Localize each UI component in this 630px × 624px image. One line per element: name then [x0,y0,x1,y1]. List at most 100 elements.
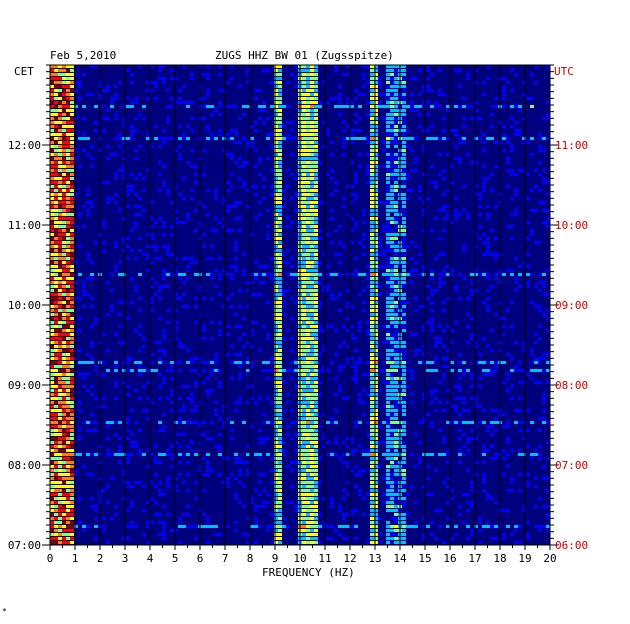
spectrogram-cell [194,229,198,232]
spectrogram-cell [70,333,74,336]
spectrogram-cell [58,457,62,460]
spectrogram-cell [262,361,266,364]
spectrogram-cell [86,389,90,392]
utc-tick-label: 07:00 [555,459,588,472]
spectrogram-cell [118,209,122,212]
spectrogram-cell [378,369,382,372]
spectrogram-cell [358,397,362,400]
spectrogram-cell [306,489,310,492]
spectrogram-cell [50,165,54,168]
spectrogram-cell [210,229,214,232]
spectrogram-cell [306,341,310,344]
spectrogram-cell [366,113,370,116]
spectrogram-cell [486,213,490,216]
spectrogram-cell [546,505,550,508]
spectrogram-cell [310,229,314,232]
spectrogram-cell [102,529,106,532]
spectrogram-cell [362,389,366,392]
spectrogram-cell [418,349,422,352]
spectrogram-cell [142,409,146,412]
spectrogram-cell [546,193,550,196]
spectrogram-cell [534,361,538,364]
spectrogram-cell [82,225,86,228]
spectrogram-cell [66,261,70,264]
spectrogram-cell [310,293,314,296]
spectrogram-cell [54,185,58,188]
spectrogram-cell [110,289,114,292]
spectrogram-cell [394,521,398,524]
spectrogram-cell [62,501,66,504]
spectrogram-cell [58,337,62,340]
spectrogram-cell [230,377,234,380]
spectrogram-cell [386,241,390,244]
spectrogram-cell [310,237,314,240]
spectrogram-cell [226,81,230,84]
spectrogram-cell [182,421,186,424]
spectrogram-cell [58,273,62,276]
spectrogram-cell [274,233,278,236]
spectrogram-cell [462,245,466,248]
spectrogram-cell [446,137,450,140]
spectrogram-cell [230,153,234,156]
spectrogram-cell [278,425,282,428]
spectrogram-cell [306,465,310,468]
spectrogram-cell [246,281,250,284]
spectrogram-cell [310,221,314,224]
spectrogram-cell [374,405,378,408]
spectrogram-cell [466,77,470,80]
spectrogram-cell [302,353,306,356]
spectrogram-cell [146,169,150,172]
spectrogram-cell [54,293,58,296]
spectrogram-cell [162,333,166,336]
spectrogram-cell [306,201,310,204]
spectrogram-cell [534,485,538,488]
spectrogram-cell [474,185,478,188]
spectrogram-cell [390,281,394,284]
spectrogram-cell [306,385,310,388]
spectrogram-cell [474,437,478,440]
spectrogram-cell [150,309,154,312]
spectrogram-cell [254,321,258,324]
spectrogram-cell [242,253,246,256]
spectrogram-cell [146,525,150,528]
spectrogram-cell [278,393,282,396]
spectrogram-cell [78,81,82,84]
spectrogram-cell [510,273,514,276]
spectrogram-cell [62,169,66,172]
spectrogram-cell [374,509,378,512]
spectrogram-cell [274,353,278,356]
spectrogram-cell [526,273,530,276]
spectrogram-cell [322,369,326,372]
spectrogram-cell [202,149,206,152]
spectrogram-cell [286,169,290,172]
spectrogram-cell [442,209,446,212]
spectrogram-cell [290,297,294,300]
spectrogram-cell [306,125,310,128]
spectrogram-cell [402,425,406,428]
spectrogram-cell [506,353,510,356]
spectrogram-cell [410,77,414,80]
spectrogram-cell [410,273,414,276]
spectrogram-cell [314,269,318,272]
spectrogram-cell [58,153,62,156]
spectrogram-cell [314,233,318,236]
spectrogram-cell [374,325,378,328]
spectrogram-cell [310,81,314,84]
spectrogram-cell [314,329,318,332]
spectrogram-cell [314,397,318,400]
spectrogram-cell [50,437,54,440]
spectrogram-cell [430,493,434,496]
spectrogram-cell [50,461,54,464]
spectrogram-cell [370,173,374,176]
spectrogram-cell [294,385,298,388]
spectrogram-cell [306,409,310,412]
spectrogram-cell [158,397,162,400]
spectrogram-cell [306,365,310,368]
spectrogram-cell [250,185,254,188]
spectrogram-cell [358,165,362,168]
spectrogram-cell [178,433,182,436]
spectrogram-cell [506,169,510,172]
spectrogram-cell [70,461,74,464]
spectrogram-cell [538,273,542,276]
spectrogram-cell [310,389,314,392]
